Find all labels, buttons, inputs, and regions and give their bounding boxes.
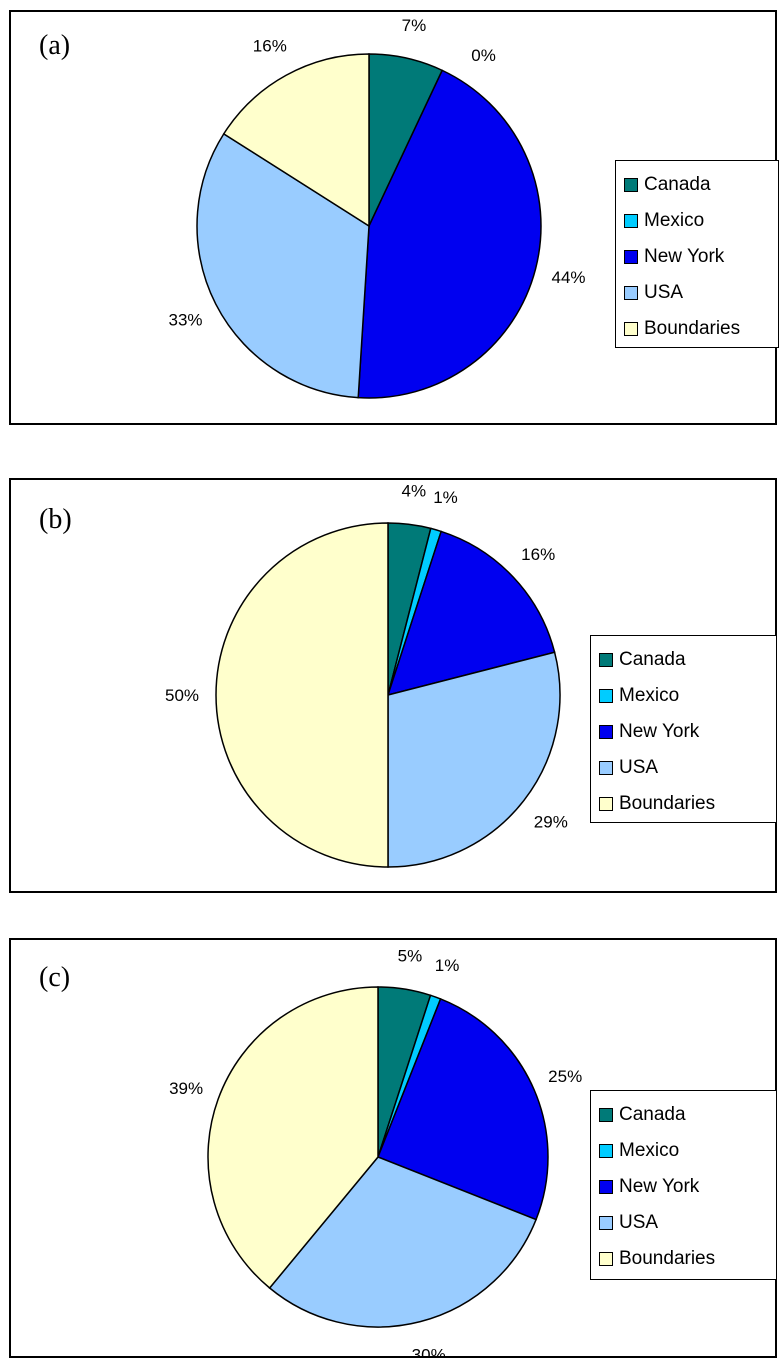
legend-swatch: [599, 797, 613, 811]
pie-slice-boundaries: [207, 986, 379, 1290]
legend-label: USA: [644, 282, 684, 303]
pie-label-new-york: 16%: [521, 545, 555, 564]
legend-swatch: [599, 1180, 613, 1194]
pie-slice-boundaries: [222, 53, 370, 228]
legend-swatch: [599, 725, 613, 739]
pie-label-new-york: 25%: [548, 1067, 582, 1086]
legend-item-boundaries: Boundaries: [599, 786, 768, 822]
legend-swatch: [599, 1252, 613, 1266]
pie-label-mexico: 0%: [471, 46, 496, 65]
pie-label-mexico: 1%: [433, 488, 458, 507]
legend-label: Canada: [619, 649, 686, 670]
legend-item-canada: Canada: [599, 1097, 768, 1133]
legend-item-mexico: Mexico: [624, 203, 770, 239]
legend-swatch: [624, 214, 638, 228]
pie-label-usa: 33%: [168, 311, 202, 330]
legend-swatch: [599, 761, 613, 775]
legend-item-new-york: New York: [599, 714, 768, 750]
legend-label: Boundaries: [619, 793, 716, 814]
legend-label: Canada: [644, 174, 711, 195]
legend-label: Canada: [619, 1104, 686, 1125]
pie-slice-new-york: [386, 530, 556, 697]
pie-chart: 7% 0% 44% 33% 16%: [168, 16, 586, 399]
pie-slice-boundaries: [215, 522, 389, 868]
legend-item-canada: Canada: [599, 642, 768, 678]
legend-item-new-york: New York: [624, 239, 770, 275]
pie-label-new-york: 44%: [551, 268, 585, 287]
legend-label: New York: [619, 721, 700, 742]
chart-panel-b: (b) 4% 1% 16% 29% 50% Canada Mexico New York…: [9, 478, 777, 893]
pie-label-mexico: 1%: [435, 956, 460, 975]
legend-swatch: [599, 1216, 613, 1230]
pie-label-usa: 29%: [534, 812, 568, 831]
legend-item-usa: USA: [599, 1205, 768, 1241]
legend-swatch: [624, 178, 638, 192]
legend-item-usa: USA: [599, 750, 768, 786]
legend: Canada Mexico New York USA Boundaries: [615, 160, 779, 348]
legend-label: Mexico: [644, 210, 705, 231]
pie-chart: 5% 1% 25% 30% 39%: [169, 947, 582, 1357]
legend-swatch: [599, 1108, 613, 1122]
legend-item-new-york: New York: [599, 1169, 768, 1205]
panel-label: (b): [39, 504, 72, 535]
legend-item-canada: Canada: [624, 167, 770, 203]
legend-item-mexico: Mexico: [599, 1133, 768, 1169]
pie-slice-usa: [196, 132, 370, 399]
pie-slice-new-york: [357, 69, 542, 399]
pie-label-usa: 30%: [412, 1346, 446, 1356]
pie-label-boundaries: 39%: [169, 1079, 203, 1098]
pie-slice-usa: [387, 651, 561, 868]
legend-label: USA: [619, 757, 659, 778]
legend-label: Boundaries: [619, 1248, 716, 1269]
panel-label: (c): [39, 962, 71, 993]
legend-label: USA: [619, 1212, 659, 1233]
legend-swatch: [599, 1144, 613, 1158]
legend: Canada Mexico New York USA Boundaries: [590, 1090, 777, 1280]
legend-label: Mexico: [619, 1140, 680, 1161]
pie-slice-usa: [268, 1156, 538, 1328]
legend-swatch: [624, 250, 638, 264]
legend-item-mexico: Mexico: [599, 678, 768, 714]
legend-label: New York: [644, 246, 725, 267]
legend-item-usa: USA: [624, 275, 770, 311]
legend-swatch: [624, 286, 638, 300]
pie-slice-new-york: [377, 997, 549, 1221]
legend-swatch: [599, 653, 613, 667]
pie-label-boundaries: 50%: [165, 686, 199, 705]
legend-label: Boundaries: [644, 318, 741, 339]
legend-swatch: [599, 689, 613, 703]
panel-label: (a): [39, 30, 71, 61]
pie-label-canada: 4%: [402, 482, 427, 501]
pie-label-boundaries: 16%: [253, 37, 287, 56]
pie-label-canada: 5%: [398, 947, 423, 966]
legend: Canada Mexico New York USA Boundaries: [590, 635, 777, 823]
legend-label: Mexico: [619, 685, 680, 706]
pie-chart: 4% 1% 16% 29% 50%: [165, 482, 568, 868]
legend-label: New York: [619, 1176, 700, 1197]
chart-panel-c: (c) 5% 1% 25% 30% 39% Canada Mexico New York…: [9, 938, 777, 1358]
legend-swatch: [624, 322, 638, 336]
legend-item-boundaries: Boundaries: [599, 1241, 768, 1277]
legend-item-boundaries: Boundaries: [624, 311, 770, 347]
chart-panel-a: (a) 7% 0% 44% 33% 16% Canada Mexico New York…: [9, 10, 779, 425]
pie-label-canada: 7%: [402, 16, 427, 35]
